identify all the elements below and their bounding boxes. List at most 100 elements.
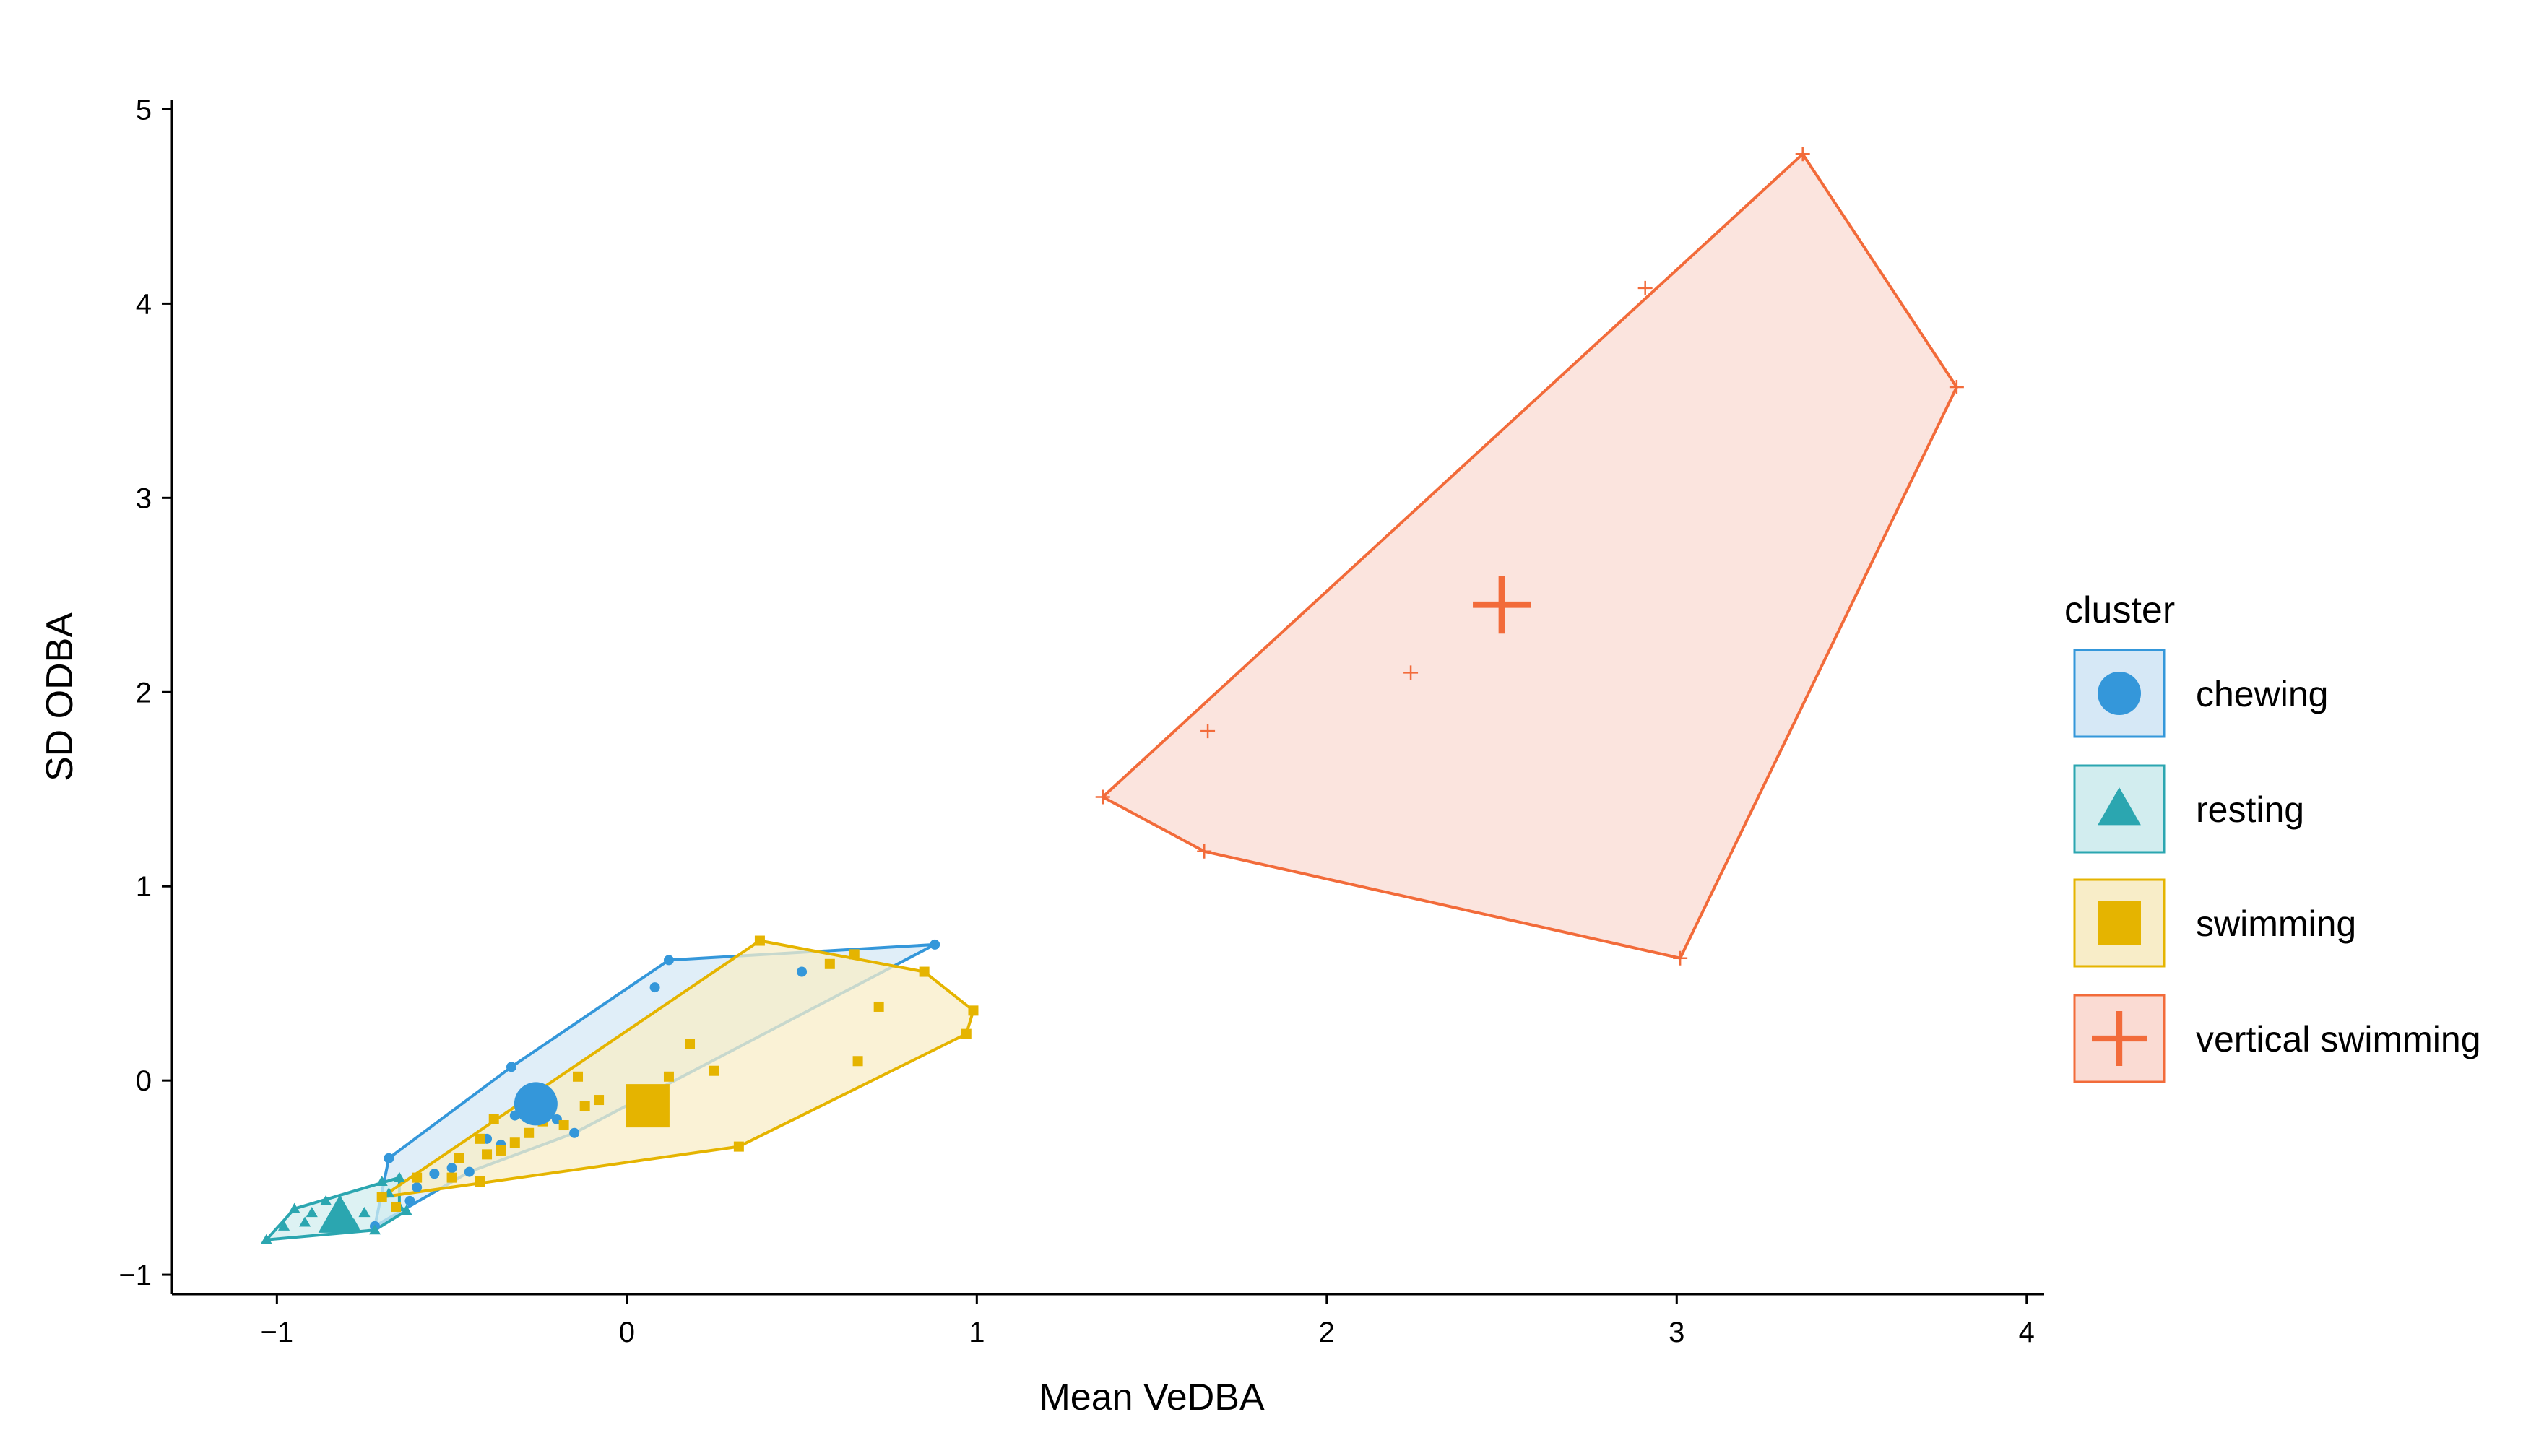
point-swimming: [594, 1095, 605, 1106]
point-swimming: [685, 1039, 696, 1049]
point-swimming: [475, 1176, 485, 1187]
point-chewing: [649, 982, 660, 993]
point-chewing: [464, 1166, 475, 1177]
x-tick-label: 1: [969, 1317, 985, 1348]
centroid-chewing: [514, 1082, 558, 1126]
y-tick-label: −1: [118, 1260, 152, 1291]
legend-key-vertical-swimming: [2092, 1011, 2147, 1066]
point-vertical-swimming: [1200, 724, 1216, 739]
point-chewing: [446, 1163, 457, 1174]
y-ticks: −1 0 1 2 3 4 5: [118, 94, 172, 1291]
point-swimming: [873, 1001, 884, 1012]
point-swimming: [446, 1172, 457, 1183]
legend: cluster chewing resting swimming vertical s…: [2064, 589, 2481, 1083]
legend-label: vertical swimming: [2196, 1019, 2481, 1060]
y-tick-label: 3: [136, 482, 152, 514]
point-vertical-swimming: [1673, 950, 1688, 966]
x-tick-label: −1: [261, 1317, 294, 1348]
point-resting: [320, 1195, 332, 1205]
point-vertical-swimming: [1197, 844, 1212, 859]
point-swimming: [475, 1133, 485, 1144]
point-swimming: [454, 1153, 464, 1164]
point-resting: [288, 1202, 300, 1213]
point-chewing: [404, 1195, 415, 1206]
centroid-swimming: [626, 1084, 670, 1128]
x-ticks: −1 0 1 2 3 4: [261, 1294, 2035, 1348]
point-swimming: [573, 1071, 584, 1082]
point-swimming: [754, 935, 765, 946]
legend-key-chewing: [2098, 672, 2141, 715]
point-resting: [299, 1216, 311, 1227]
axes: −1 0 1 2 3 4 −1 0 1 2 3 4 5: [118, 94, 2044, 1348]
point-vertical-swimming: [1403, 665, 1419, 680]
cluster-hulls: [264, 152, 1958, 1242]
legend-label: resting: [2196, 789, 2304, 830]
point-chewing: [663, 955, 674, 966]
point-vertical-swimming: [1095, 789, 1110, 805]
point-chewing: [506, 1062, 516, 1072]
point-swimming: [579, 1101, 590, 1112]
point-swimming: [849, 949, 860, 960]
point-vertical-swimming: [1637, 280, 1653, 295]
point-swimming: [968, 1005, 979, 1016]
y-axis-label: SD ODBA: [39, 612, 81, 781]
hull-vertical-swimming: [1101, 152, 1958, 960]
legend-item-chewing: chewing: [2073, 649, 2328, 738]
point-swimming: [733, 1141, 744, 1152]
point-swimming: [919, 966, 930, 977]
point-resting: [376, 1175, 388, 1187]
point-chewing: [797, 966, 808, 977]
y-tick-label: 4: [136, 288, 152, 320]
point-swimming: [524, 1127, 535, 1138]
legend-item-vertical-swimming: vertical swimming: [2073, 994, 2481, 1083]
point-resting: [393, 1171, 405, 1182]
point-chewing: [429, 1169, 440, 1179]
point-chewing: [569, 1127, 580, 1138]
point-resting: [358, 1206, 371, 1218]
point-swimming: [496, 1145, 506, 1156]
centroid-vertical-swimming: [1473, 576, 1531, 634]
point-swimming: [482, 1149, 493, 1160]
point-vertical-swimming: [1795, 147, 1810, 162]
point-swimming: [376, 1192, 387, 1202]
legend-item-swimming: swimming: [2073, 878, 2356, 968]
legend-items: chewing resting swimming vertical swimming: [2073, 649, 2481, 1083]
x-tick-label: 0: [619, 1317, 635, 1348]
y-tick-label: 2: [136, 677, 152, 708]
legend-item-resting: resting: [2073, 764, 2304, 854]
point-swimming: [391, 1201, 402, 1212]
point-chewing: [384, 1153, 394, 1164]
point-swimming: [663, 1071, 674, 1082]
x-tick-label: 2: [1319, 1317, 1335, 1348]
point-swimming: [509, 1138, 520, 1148]
point-swimming: [488, 1114, 499, 1124]
y-tick-label: 1: [136, 871, 152, 903]
centroid-resting: [318, 1195, 362, 1233]
point-resting: [277, 1220, 290, 1231]
point-resting: [400, 1205, 412, 1216]
legend-key-swimming: [2098, 901, 2141, 945]
point-swimming: [824, 958, 835, 969]
x-axis-label: Mean VeDBA: [1039, 1377, 1264, 1418]
point-swimming: [961, 1028, 972, 1039]
legend-title: cluster: [2064, 589, 2175, 631]
point-resting: [368, 1224, 381, 1235]
point-swimming: [558, 1120, 569, 1131]
point-resting: [260, 1234, 272, 1244]
legend-label: swimming: [2196, 904, 2356, 944]
point-chewing: [412, 1182, 423, 1193]
y-tick-label: 0: [136, 1065, 152, 1097]
point-vertical-swimming: [1949, 380, 1964, 395]
point-resting: [306, 1206, 318, 1218]
point-swimming: [412, 1172, 423, 1183]
cluster-centroids: [318, 576, 1531, 1233]
cluster-points: [260, 147, 1964, 1244]
y-tick-label: 5: [136, 94, 152, 126]
point-swimming: [709, 1065, 719, 1076]
legend-key-resting: [2098, 787, 2141, 826]
legend-label: chewing: [2196, 674, 2328, 714]
x-tick-label: 4: [2019, 1317, 2035, 1348]
point-chewing: [930, 939, 940, 950]
point-swimming: [852, 1056, 863, 1067]
